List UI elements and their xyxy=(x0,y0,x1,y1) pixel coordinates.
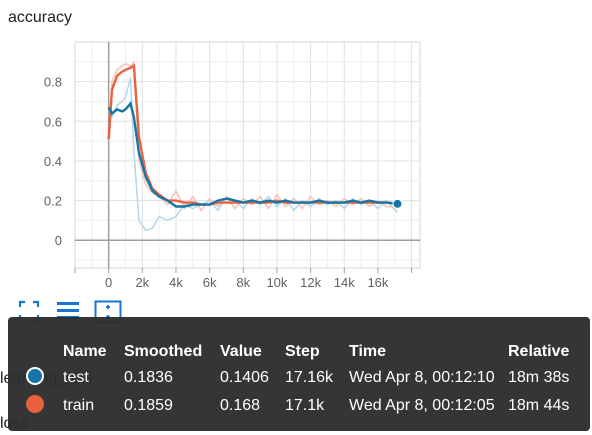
row-smoothed: 0.1859 xyxy=(124,397,173,414)
x-tick-label: 0 xyxy=(105,275,112,290)
hover-point xyxy=(392,198,403,209)
accuracy-chart[interactable]: 0 2k 4k 6k 8k 10k 12k 14k 16k 0 0.2 0.4 0.6 0.8 xyxy=(0,0,592,300)
row-step: 17.1k xyxy=(285,397,325,414)
x-tick-label: 4k xyxy=(169,275,183,290)
y-tick-label: 0.6 xyxy=(44,114,62,129)
header-smoothed: Smoothed xyxy=(124,343,203,360)
header-relative: Relative xyxy=(508,343,570,360)
chart-tooltip: Name Smoothed Value Step Time Relative t… xyxy=(8,317,590,431)
series-line-test xyxy=(107,100,398,208)
x-tick-label: 14k xyxy=(334,275,355,290)
tooltip-row: train 0.1859 0.168 17.1k Wed Apr 8, 00:1… xyxy=(8,395,590,417)
y-tick-label: 0.8 xyxy=(44,75,62,90)
plot-frame xyxy=(74,41,421,269)
tooltip-row: test 0.1836 0.1406 17.16k Wed Apr 8, 00:… xyxy=(8,367,590,389)
row-name: test xyxy=(63,369,89,386)
series-color-dot xyxy=(26,367,44,385)
series-color-dot xyxy=(26,395,44,413)
x-tick-label: 6k xyxy=(203,275,217,290)
row-step: 17.16k xyxy=(285,369,334,386)
row-name: train xyxy=(63,397,95,414)
tooltip-header: Name Smoothed Value Step Time Relative xyxy=(8,341,590,363)
row-value: 0.168 xyxy=(220,397,261,414)
header-name: Name xyxy=(63,343,107,360)
header-step: Step xyxy=(285,343,320,360)
x-tick-label: 12k xyxy=(300,275,321,290)
chart-title: accuracy xyxy=(8,9,73,26)
x-tick-label: 2k xyxy=(135,275,149,290)
y-tick-label: 0 xyxy=(55,233,62,248)
series-line-train xyxy=(107,63,397,206)
header-value: Value xyxy=(220,343,262,360)
row-relative: 18m 38s xyxy=(508,369,570,386)
fullscreen-icon[interactable] xyxy=(18,300,40,322)
header-time: Time xyxy=(349,343,387,360)
row-smoothed: 0.1836 xyxy=(124,369,173,386)
y-tick-label: 0.4 xyxy=(44,154,62,169)
x-tick-label: 8k xyxy=(236,275,250,290)
x-tick-label: 10k xyxy=(266,275,287,290)
row-time: Wed Apr 8, 00:12:05 xyxy=(349,397,495,414)
row-value: 0.1406 xyxy=(220,369,269,386)
row-relative: 18m 44s xyxy=(508,397,570,414)
row-time: Wed Apr 8, 00:12:10 xyxy=(349,369,495,386)
series-line-raw-test xyxy=(107,77,398,232)
x-tick-label: 16k xyxy=(367,275,388,290)
y-tick-label: 0.2 xyxy=(44,194,62,209)
